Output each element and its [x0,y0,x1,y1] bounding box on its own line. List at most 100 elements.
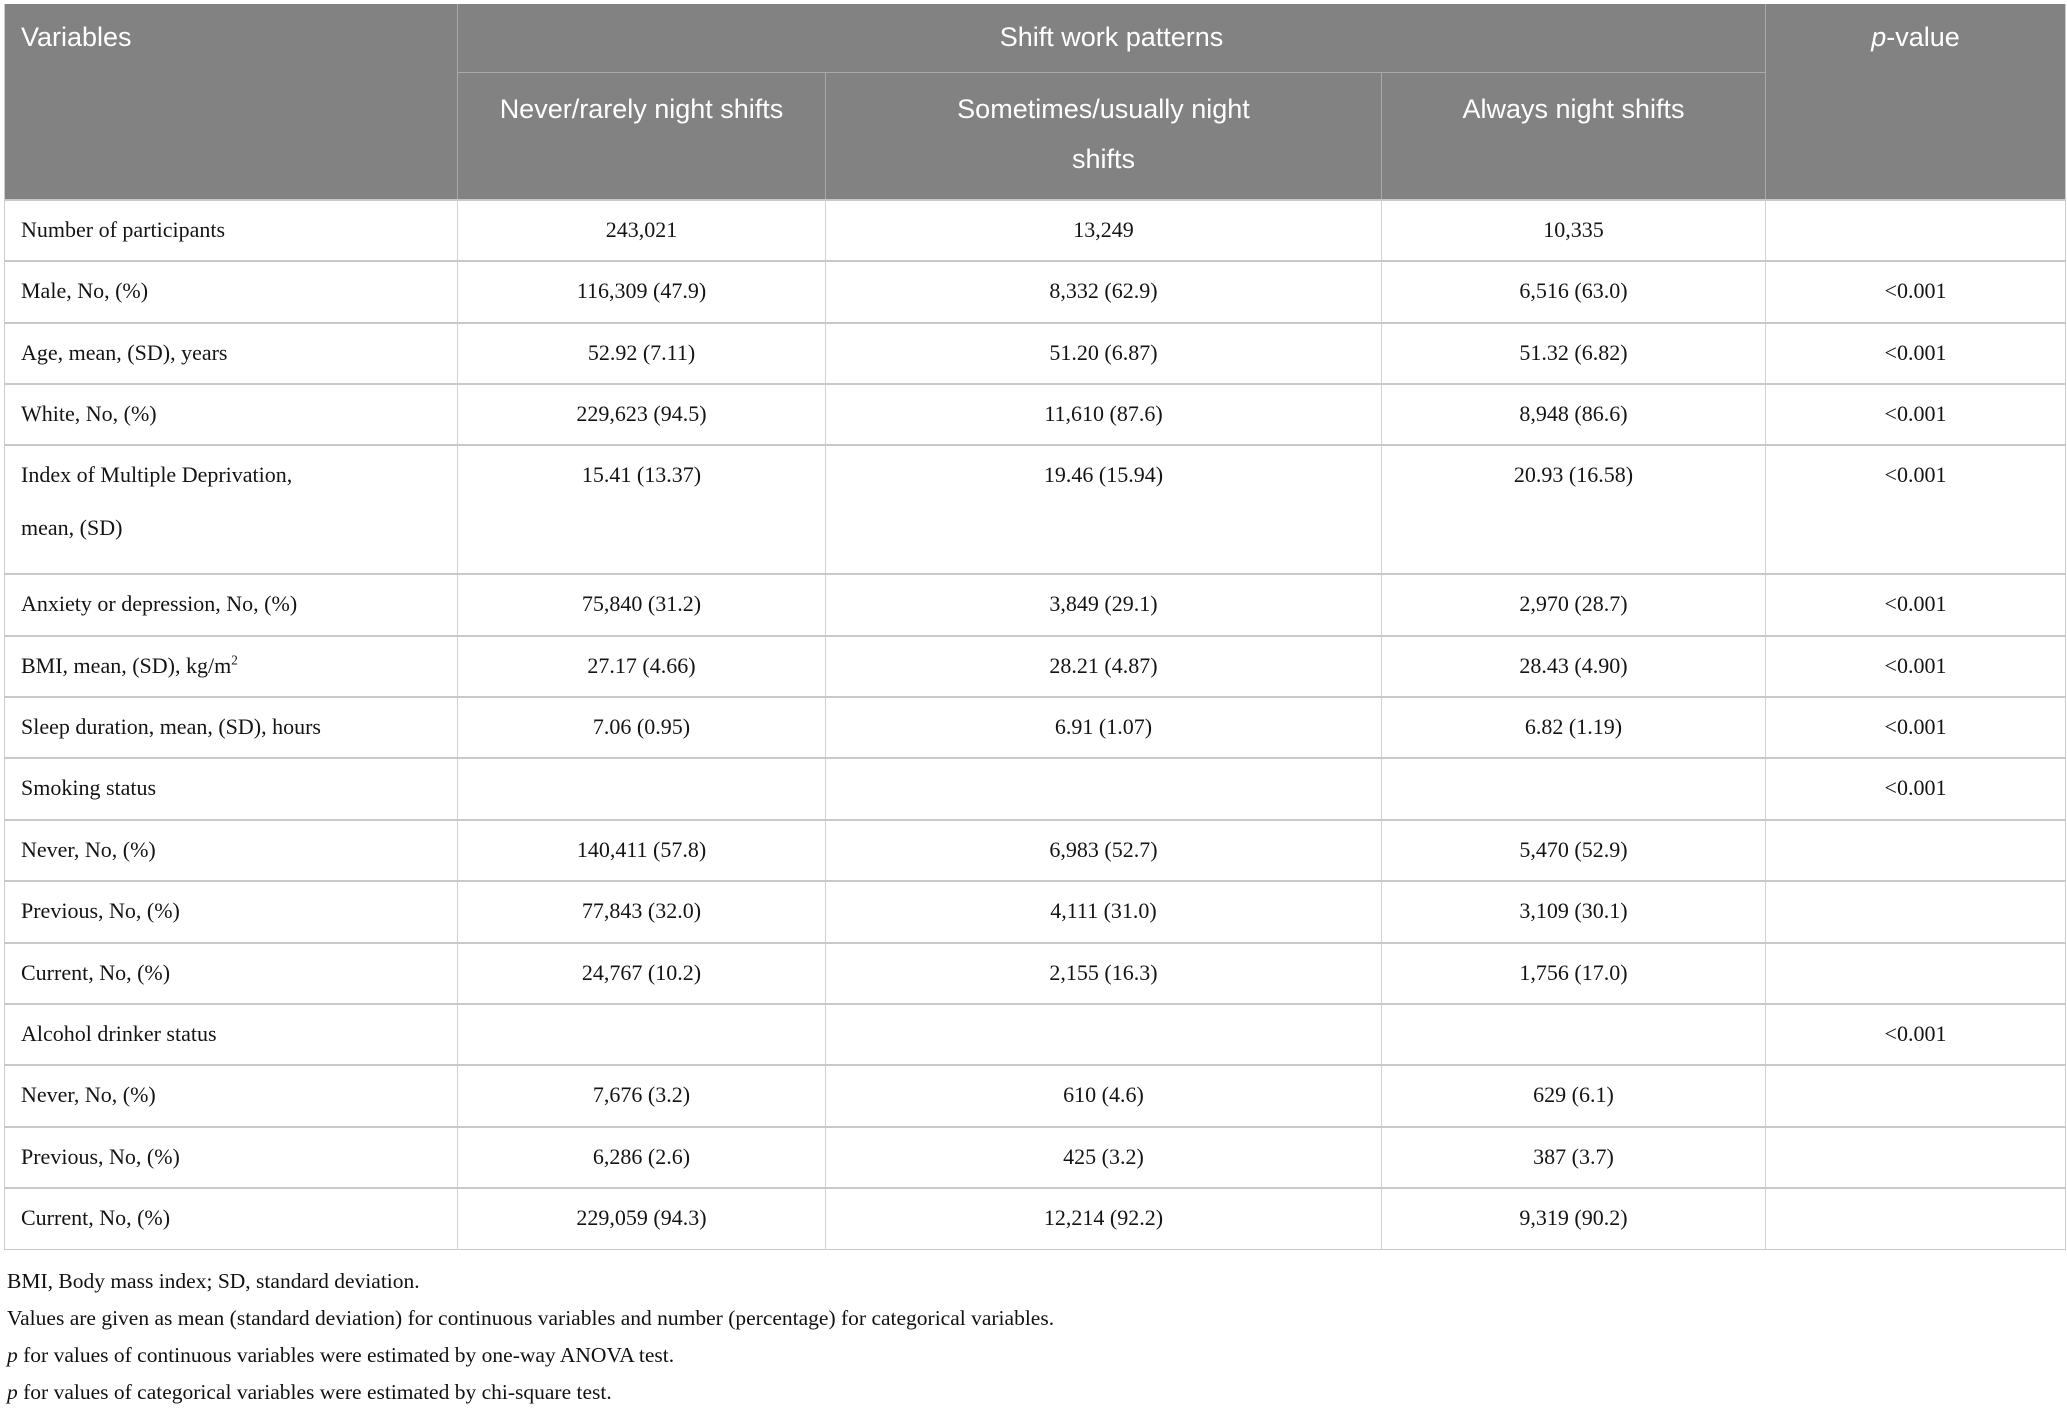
value-cell: 5,470 (52.9) [1381,818,1766,882]
value-cell: 15.41 (13.37) [457,444,826,575]
value-cell: 8,948 (86.6) [1381,383,1766,446]
value-cell: 75,840 (31.2) [457,573,826,636]
value-cell [825,1002,1382,1066]
p-value-cell: <0.001 [1765,321,2066,385]
value-cell: 19.46 (15.94) [825,444,1382,575]
row-label: Anxiety or depression, No, (%) [4,573,458,636]
row-label-text: Current, No, (%) [21,1205,171,1231]
value-cell: 27.17 (4.66) [457,634,826,697]
value-cell: 13,249 [825,198,1382,262]
p-value-cell: <0.001 [1765,1002,2066,1066]
value-cell: 77,843 (32.0) [457,880,826,943]
value-cell [1381,1002,1766,1066]
subcolumn-label: Always night shifts [1462,94,1685,124]
footnote-line: Values are given as mean (standard devia… [7,1300,2067,1337]
row-label: White, No, (%) [4,383,458,446]
row-label: Alcohol drinker status [4,1002,458,1066]
value-cell [457,757,826,820]
subcolumn-label: Sometimes/usually night shifts [957,94,1250,174]
value-cell: 9,319 (90.2) [1381,1187,1766,1250]
row-label-text: Anxiety or depression, No, (%) [21,591,298,617]
column-header-always-night-shifts: Always night shifts [1381,71,1766,200]
shift-work-characteristics-table: Variables Shift work patterns p-value Ne… [4,4,2066,1250]
p-value-cell [1765,198,2066,262]
row-label: Index of Multiple Deprivation, mean, (SD) [4,444,458,575]
value-cell: 3,109 (30.1) [1381,880,1766,943]
value-cell: 425 (3.2) [825,1125,1382,1189]
table-row: BMI, mean, (SD), kg/m2 27.17 (4.66) 28.21 … [4,634,2066,697]
value-cell: 6.82 (1.19) [1381,695,1766,759]
row-label: Age, mean, (SD), years [4,321,458,385]
row-label-text: Smoking status [21,775,157,801]
header-row-group: Variables Shift work patterns p-value [4,4,2066,200]
value-cell: 24,767 (10.2) [457,941,826,1004]
value-cell: 7.06 (0.95) [457,695,826,759]
page: Variables Shift work patterns p-value Ne… [4,4,2066,1404]
row-label: Current, No, (%) [4,941,458,1004]
table-row: Sleep duration, mean, (SD), hours 7.06 (0… [4,695,2066,759]
table-row: Current, No, (%) 24,767 (10.2) 2,155 (16.3… [4,941,2066,1004]
table-row: Number of participants 243,021 13,249 10,33… [4,198,2066,262]
value-cell: 51.20 (6.87) [825,321,1382,385]
footnote-italic-p: p [7,1342,18,1367]
table-body: Number of participants 243,021 13,249 10,33… [4,198,2066,1250]
column-header-sometimes-usually-night-shifts: Sometimes/usually night shifts [825,71,1382,200]
p-value-italic-p: p [1871,22,1887,52]
row-label-text: BMI, mean, (SD), kg/m [21,652,232,678]
value-cell: 2,155 (16.3) [825,941,1382,1004]
value-cell: 52.92 (7.11) [457,321,826,385]
value-cell: 6,286 (2.6) [457,1125,826,1189]
value-cell [825,757,1382,820]
header-row-subcolumns: Never/rarely night shifts Sometimes/usua… [5,71,2066,200]
row-label: Previous, No, (%) [4,1125,458,1189]
value-cell: 1,756 (17.0) [1381,941,1766,1004]
row-label-text: Never, No, (%) [21,836,156,862]
column-header-p-value: p-value [1765,4,2066,200]
value-cell: 8,332 (62.9) [825,260,1382,323]
value-cell: 6,516 (63.0) [1381,260,1766,323]
footnote-text: for values of categorical variables were… [17,1379,612,1404]
row-label: Never, No, (%) [4,1064,458,1127]
row-label-text: White, No, (%) [21,401,157,427]
table-row: Never, No, (%) 7,676 (3.2) 610 (4.6) 629 (6… [4,1064,2066,1127]
table-header: Variables Shift work patterns p-value Ne… [4,4,2066,200]
row-label: Number of participants [4,198,458,262]
value-cell: 229,059 (94.3) [457,1187,826,1250]
column-header-never-rarely-night-shifts: Never/rarely night shifts [457,71,826,200]
value-cell: 12,214 (92.2) [825,1187,1382,1250]
value-cell: 20.93 (16.58) [1381,444,1766,575]
row-label-text: Never, No, (%) [21,1082,156,1108]
value-cell: 7,676 (3.2) [457,1064,826,1127]
p-value-cell: <0.001 [1765,260,2066,323]
p-value-cell [1765,1187,2066,1250]
value-cell: 610 (4.6) [825,1064,1382,1127]
row-label-superscript: 2 [231,652,238,668]
p-value-cell: <0.001 [1765,634,2066,697]
value-cell: 51.32 (6.82) [1381,321,1766,385]
column-header-variables: Variables [4,4,458,200]
p-value-cell: <0.001 [1765,757,2066,820]
row-label-line2: mean, (SD) [21,514,123,540]
row-label-text: Previous, No, (%) [21,1143,180,1169]
table-row: Age, mean, (SD), years 52.92 (7.11) 51.20 … [4,321,2066,385]
row-label: Never, No, (%) [4,818,458,882]
table-footnotes: BMI, Body mass index; SD, standard devia… [7,1263,2067,1411]
p-value-cell [1765,1064,2066,1127]
value-cell: 387 (3.7) [1381,1125,1766,1189]
value-cell: 140,411 (57.8) [457,818,826,882]
footnote-text: Values are given as mean (standard devia… [7,1305,1055,1330]
value-cell [457,1002,826,1066]
footnote-italic-p: p [7,1379,18,1404]
table-row: Index of Multiple Deprivation, mean, (SD)… [4,444,2066,575]
row-label-text: Alcohol drinker status [21,1020,217,1046]
row-label-text: Current, No, (%) [21,959,171,985]
p-value-cell: <0.001 [1765,444,2066,575]
table-row: Never, No, (%) 140,411 (57.8) 6,983 (52.7)… [4,818,2066,882]
footnote-line: p for values of categorical variables we… [7,1374,2067,1411]
row-label-text: Age, mean, (SD), years [21,339,228,365]
table-row: Previous, No, (%) 6,286 (2.6) 425 (3.2) 387… [4,1125,2066,1189]
footnote-text: BMI, Body mass index; SD, standard devia… [7,1268,420,1293]
row-label-text: Index of Multiple Deprivation, [21,462,293,488]
p-value-cell [1765,1125,2066,1189]
value-cell [1381,757,1766,820]
